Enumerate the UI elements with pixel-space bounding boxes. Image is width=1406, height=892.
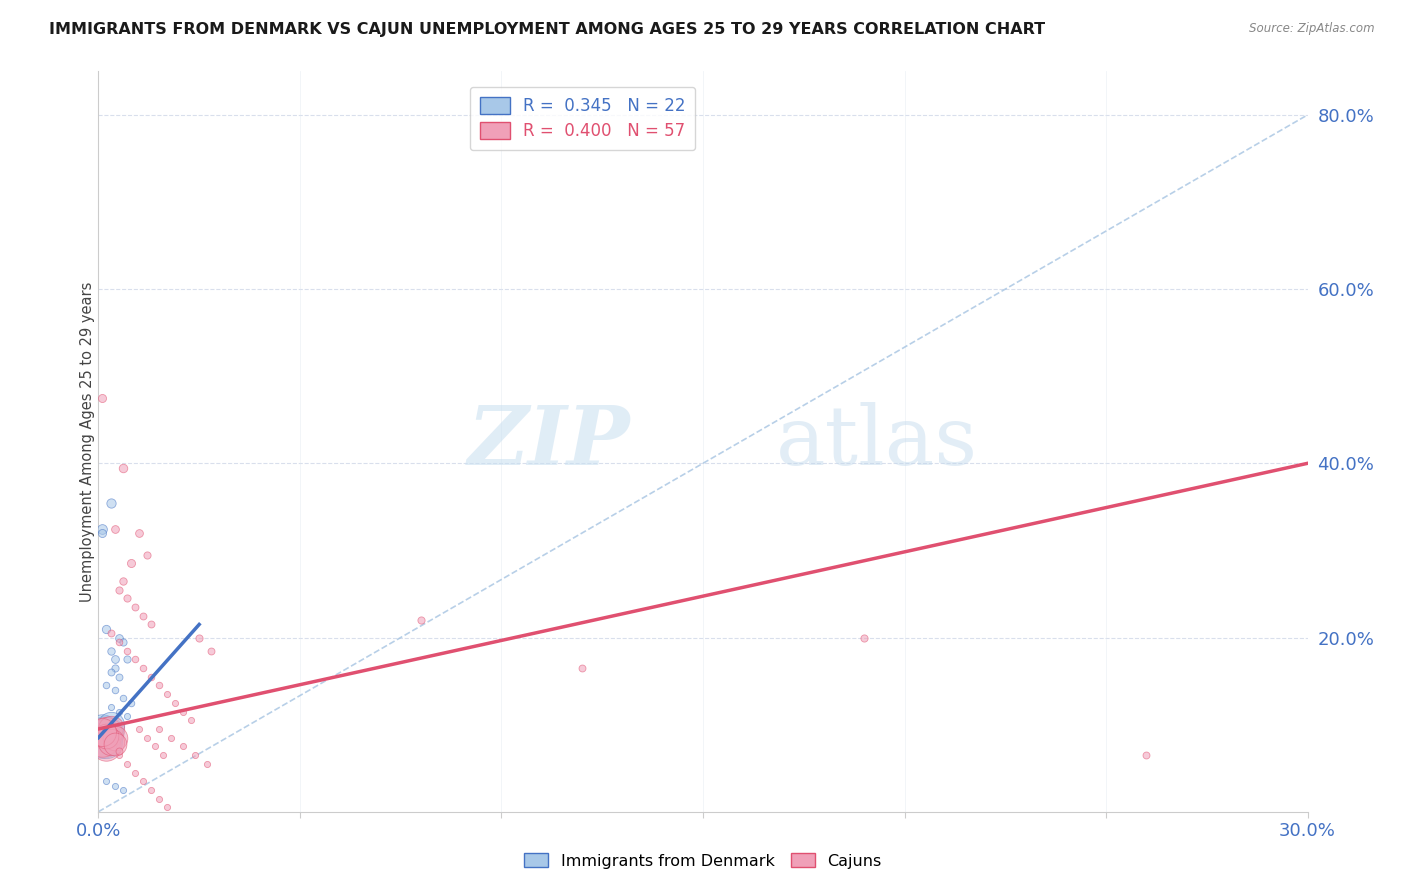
Point [124, 765, 146, 780]
Point [115, 652, 138, 666]
Point [156, 800, 179, 814]
Text: ZIP: ZIP [468, 401, 630, 482]
Point [115, 643, 138, 657]
Point [115, 756, 138, 771]
Point [107, 670, 129, 684]
Point [107, 705, 129, 719]
Point [107, 635, 129, 649]
Point [100, 643, 122, 657]
Point [107, 748, 129, 763]
Point [111, 635, 134, 649]
Point [132, 774, 155, 789]
Point [91, 731, 114, 745]
Point [172, 705, 194, 719]
Point [103, 682, 125, 697]
Point [111, 783, 134, 797]
Point [100, 495, 122, 509]
Point [152, 748, 174, 763]
Point [100, 717, 122, 731]
Point [96, 774, 118, 789]
Point [1135, 748, 1157, 763]
Point [107, 582, 129, 597]
Point [103, 652, 125, 666]
Point [91, 724, 114, 739]
Point [180, 713, 202, 727]
Point [115, 591, 138, 606]
Text: IMMIGRANTS FROM DENMARK VS CAJUN UNEMPLOYMENT AMONG AGES 25 TO 29 YEARS CORRELAT: IMMIGRANTS FROM DENMARK VS CAJUN UNEMPLO… [49, 22, 1045, 37]
Point [103, 779, 125, 793]
Point [172, 739, 194, 754]
Point [100, 626, 122, 640]
Point [96, 678, 118, 692]
Point [853, 631, 876, 645]
Point [200, 643, 222, 657]
Point [184, 748, 207, 763]
Point [100, 739, 122, 754]
Point [96, 739, 118, 754]
Point [96, 726, 118, 740]
Point [124, 600, 146, 615]
Point [100, 735, 122, 749]
Point [139, 783, 162, 797]
Point [111, 460, 134, 475]
Point [148, 722, 170, 736]
Point [148, 791, 170, 805]
Y-axis label: Unemployment Among Ages 25 to 29 years: Unemployment Among Ages 25 to 29 years [80, 281, 94, 602]
Point [96, 729, 118, 743]
Point [128, 722, 150, 736]
Point [132, 608, 155, 623]
Point [143, 739, 166, 754]
Point [91, 391, 114, 405]
Point [103, 737, 125, 751]
Point [163, 696, 186, 710]
Point [91, 731, 114, 745]
Point [124, 652, 146, 666]
Point [96, 622, 118, 636]
Point [139, 670, 162, 684]
Point [96, 735, 118, 749]
Point [107, 631, 129, 645]
Point [160, 731, 183, 745]
Point [128, 526, 150, 541]
Point [135, 548, 157, 562]
Point [100, 700, 122, 714]
Point [188, 631, 211, 645]
Point [91, 735, 114, 749]
Point [571, 661, 593, 675]
Point [107, 744, 129, 758]
Point [156, 687, 179, 701]
Legend: Immigrants from Denmark, Cajuns: Immigrants from Denmark, Cajuns [517, 847, 889, 875]
Legend: R =  0.345   N = 22, R =  0.400   N = 57: R = 0.345 N = 22, R = 0.400 N = 57 [470, 87, 696, 150]
Point [139, 617, 162, 632]
Point [195, 756, 218, 771]
Point [91, 526, 114, 541]
Point [135, 731, 157, 745]
Point [148, 678, 170, 692]
Text: atlas: atlas [776, 401, 977, 482]
Point [111, 574, 134, 588]
Point [100, 722, 122, 736]
Point [132, 661, 155, 675]
Point [409, 613, 432, 627]
Point [100, 665, 122, 680]
Point [120, 557, 142, 571]
Point [91, 722, 114, 736]
Point [96, 726, 118, 740]
Point [103, 731, 125, 745]
Point [111, 691, 134, 706]
Point [120, 696, 142, 710]
Point [91, 522, 114, 536]
Point [115, 709, 138, 723]
Point [103, 522, 125, 536]
Point [103, 661, 125, 675]
Text: Source: ZipAtlas.com: Source: ZipAtlas.com [1250, 22, 1375, 36]
